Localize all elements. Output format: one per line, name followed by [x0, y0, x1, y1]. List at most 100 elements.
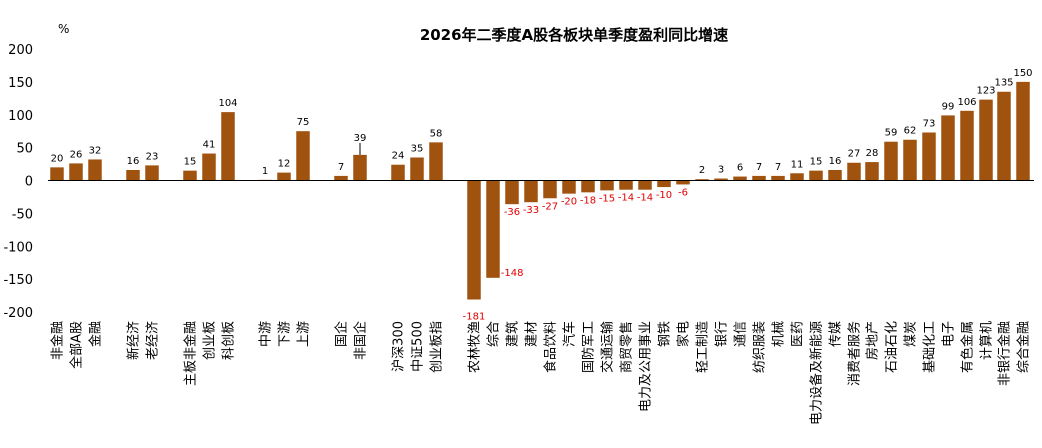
data-label: 75 [297, 117, 310, 128]
data-label: 62 [904, 126, 917, 137]
x-tick-label: 国企 [334, 321, 350, 347]
data-label: -36 [504, 207, 520, 218]
bar [828, 169, 842, 181]
x-tick-label: 电力及公用事业 [639, 321, 654, 412]
bar [296, 131, 310, 181]
bar [505, 180, 519, 205]
bar [979, 99, 993, 181]
y-tick-label: 150 [8, 76, 33, 91]
x-tick-label: 有色金属 [960, 321, 976, 373]
bar [467, 180, 481, 300]
data-label: 3 [718, 165, 724, 176]
bar [524, 180, 538, 203]
data-label: -15 [599, 193, 615, 204]
data-label: -20 [561, 197, 577, 208]
data-label: -33 [523, 205, 539, 216]
data-label: -181 [463, 312, 486, 323]
x-tick-label: 传媒 [829, 321, 844, 347]
bar [619, 180, 633, 190]
bar [69, 163, 83, 181]
bar [903, 139, 917, 181]
y-axis-unit: % [58, 22, 69, 36]
x-tick-label: 新经济 [126, 321, 142, 360]
x-tick-label: 石油石化 [885, 321, 900, 373]
data-label: 7 [775, 162, 781, 173]
bar [1016, 81, 1030, 181]
x-tick-label: 交通运输 [600, 321, 616, 373]
data-label: 39 [354, 133, 367, 144]
data-label: 24 [392, 151, 405, 162]
bar [410, 157, 424, 181]
bar [714, 178, 728, 181]
x-tick-label: 中证500 [411, 321, 426, 372]
x-tick-label: 机械 [772, 321, 787, 347]
x-tick-label: 消费者服务 [847, 321, 863, 386]
bar [676, 180, 690, 185]
data-label: 15 [184, 157, 197, 168]
data-label: 28 [866, 148, 879, 159]
data-label: 7 [338, 162, 344, 173]
y-axis: -200 -150 -100 -50 0 50 100 150 200 [3, 43, 33, 321]
bar [543, 180, 557, 199]
bar [922, 132, 936, 181]
bar [221, 112, 235, 181]
data-label: 1 [262, 166, 268, 177]
bar [638, 180, 652, 190]
x-tick-label: 非银行金融 [997, 321, 1013, 386]
x-tick-label: 纺织服装 [753, 321, 768, 373]
data-label: 104 [218, 98, 237, 109]
bar [733, 176, 747, 181]
bar [695, 179, 709, 181]
x-tick-label: 建筑 [505, 321, 521, 347]
data-label: -6 [678, 187, 688, 198]
data-label: 123 [976, 86, 995, 97]
bar [50, 167, 64, 181]
x-tick-label: 电子 [942, 321, 957, 347]
data-label: -14 [637, 193, 653, 204]
y-tick-label: -200 [3, 306, 33, 321]
y-tick-label: -50 [12, 207, 33, 222]
bar [960, 110, 974, 181]
y-tick-label: 50 [16, 142, 33, 157]
x-tick-label: 煤炭 [904, 321, 919, 347]
data-label: 35 [411, 143, 424, 154]
bar [202, 153, 216, 181]
data-label: -148 [501, 268, 524, 279]
bar [88, 159, 102, 181]
y-tick-label: -150 [3, 273, 33, 288]
bar [334, 175, 348, 181]
x-tick-label: 电力设备及新能源 [809, 321, 825, 425]
data-label: 27 [848, 149, 861, 160]
x-tick-label: 通信 [734, 321, 749, 347]
x-tick-label: 家电 [676, 321, 692, 347]
x-tick-label: 创业板指 [430, 321, 445, 373]
bar [771, 175, 785, 181]
data-label: -10 [656, 190, 672, 201]
data-label: 15 [810, 157, 823, 168]
x-tick-label: 食品饮料 [543, 321, 559, 373]
data-label: 7 [756, 162, 762, 173]
bar [429, 142, 443, 181]
x-tick-label: 全部A股 [69, 321, 85, 369]
y-tick-label: 100 [8, 109, 33, 124]
x-tick-label: 主板非金融 [183, 321, 199, 386]
y-tick-label: -100 [3, 240, 33, 255]
bar [941, 115, 955, 181]
x-tick-label: 轻工制造 [696, 321, 711, 373]
x-tick-label: 沪深300 [391, 321, 407, 372]
data-label: 26 [70, 149, 83, 160]
data-label: 73 [923, 119, 936, 130]
x-tick-label: 科创板 [222, 321, 237, 360]
bar [790, 173, 804, 181]
x-tick-label: 中游 [259, 321, 274, 347]
x-axis-labels: 非金融 全部A股 金融 新经济 老经济 主板非金融 创业板 科创板 中游 下游 上游 国企 非国企 沪深3… [50, 321, 1032, 425]
data-label: 11 [791, 159, 804, 170]
data-label: 2 [699, 165, 705, 176]
data-label: 20 [51, 153, 64, 164]
bars [50, 81, 1030, 300]
x-tick-label: 银行 [715, 321, 730, 347]
data-label: 12 [278, 159, 291, 170]
